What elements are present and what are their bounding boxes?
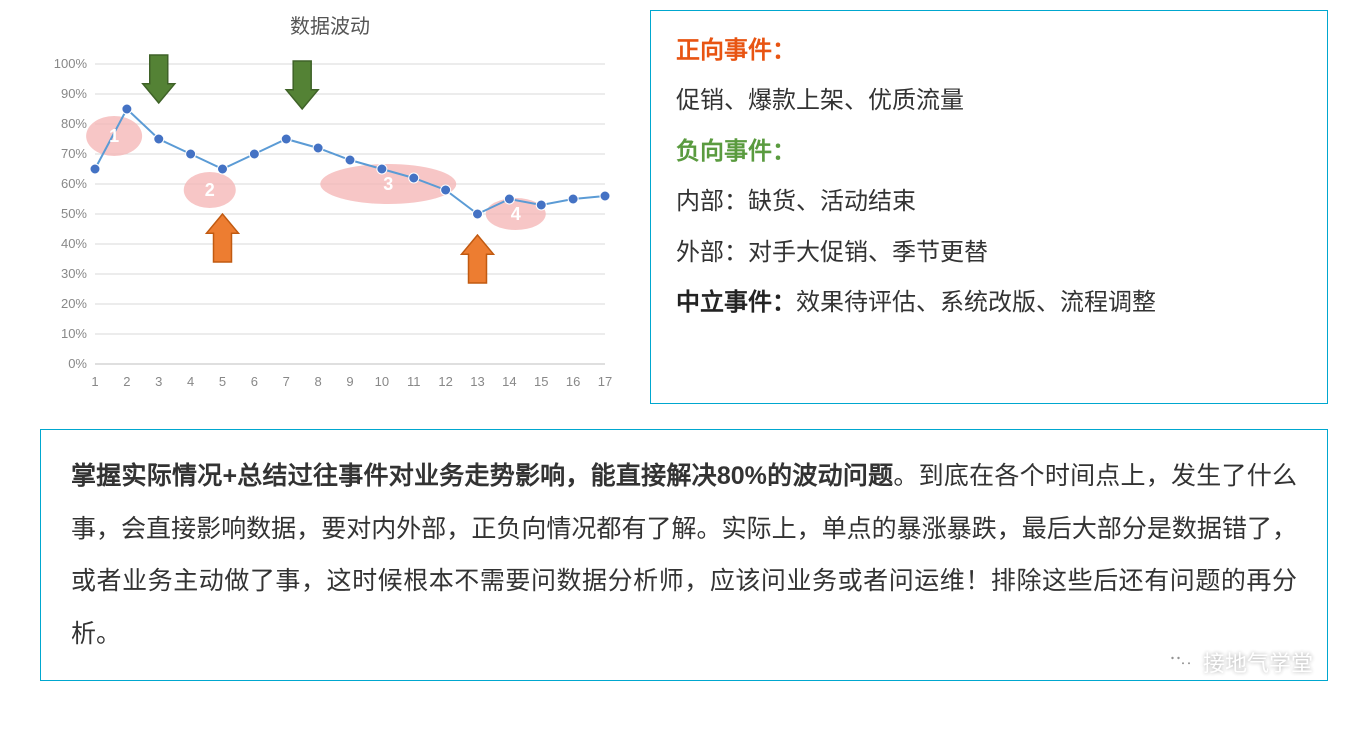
svg-text:16: 16 — [566, 374, 580, 389]
svg-text:5: 5 — [219, 374, 226, 389]
positive-event-body: 促销、爆款上架、优质流量 — [676, 76, 1302, 126]
svg-text:2: 2 — [205, 180, 215, 200]
line-chart: 0%10%20%30%40%50%60%70%80%90%100%1234567… — [40, 54, 620, 404]
svg-text:4: 4 — [511, 204, 521, 224]
svg-text:60%: 60% — [61, 176, 87, 191]
svg-text:80%: 80% — [61, 116, 87, 131]
svg-text:0%: 0% — [68, 356, 87, 371]
summary-box: 掌握实际情况+总结过往事件对业务走势影响，能直接解决80%的波动问题。到底在各个… — [40, 429, 1328, 681]
svg-text:1: 1 — [109, 126, 119, 146]
svg-text:11: 11 — [407, 374, 421, 389]
negative-event-body-1: 内部：缺货、活动结束 — [676, 177, 1302, 227]
svg-text:70%: 70% — [61, 146, 87, 161]
svg-text:9: 9 — [346, 374, 353, 389]
event-legend-box: 正向事件： 促销、爆款上架、优质流量 负向事件： 内部：缺货、活动结束 外部：对… — [650, 10, 1328, 404]
svg-text:17: 17 — [598, 374, 612, 389]
svg-text:3: 3 — [155, 374, 162, 389]
svg-text:13: 13 — [470, 374, 484, 389]
svg-text:30%: 30% — [61, 266, 87, 281]
svg-text:50%: 50% — [61, 206, 87, 221]
svg-text:90%: 90% — [61, 86, 87, 101]
positive-event-title: 正向事件： — [676, 37, 796, 64]
neutral-event-body: 效果待评估、系统改版、流程调整 — [796, 289, 1156, 316]
summary-bold: 掌握实际情况+总结过往事件对业务走势影响，能直接解决80%的波动问题 — [71, 462, 893, 490]
svg-text:12: 12 — [438, 374, 452, 389]
chart-panel: 数据波动 0%10%20%30%40%50%60%70%80%90%100%12… — [40, 10, 620, 404]
svg-text:15: 15 — [534, 374, 548, 389]
svg-text:100%: 100% — [54, 56, 88, 71]
watermark: 接地气学堂 — [1165, 646, 1313, 678]
negative-event-body-2: 外部：对手大促销、季节更替 — [676, 228, 1302, 278]
chart-title: 数据波动 — [40, 10, 620, 39]
svg-text:1: 1 — [91, 374, 98, 389]
svg-text:10: 10 — [375, 374, 389, 389]
wechat-icon — [1165, 649, 1195, 675]
svg-text:20%: 20% — [61, 296, 87, 311]
svg-text:10%: 10% — [61, 326, 87, 341]
svg-text:8: 8 — [315, 374, 322, 389]
negative-event-title: 负向事件： — [676, 138, 796, 165]
svg-text:2: 2 — [123, 374, 130, 389]
watermark-text: 接地气学堂 — [1203, 646, 1313, 678]
svg-text:6: 6 — [251, 374, 258, 389]
neutral-event-title: 中立事件： — [676, 289, 796, 316]
svg-text:4: 4 — [187, 374, 194, 389]
svg-text:14: 14 — [502, 374, 516, 389]
svg-text:7: 7 — [283, 374, 290, 389]
svg-text:3: 3 — [383, 174, 393, 194]
svg-text:40%: 40% — [61, 236, 87, 251]
